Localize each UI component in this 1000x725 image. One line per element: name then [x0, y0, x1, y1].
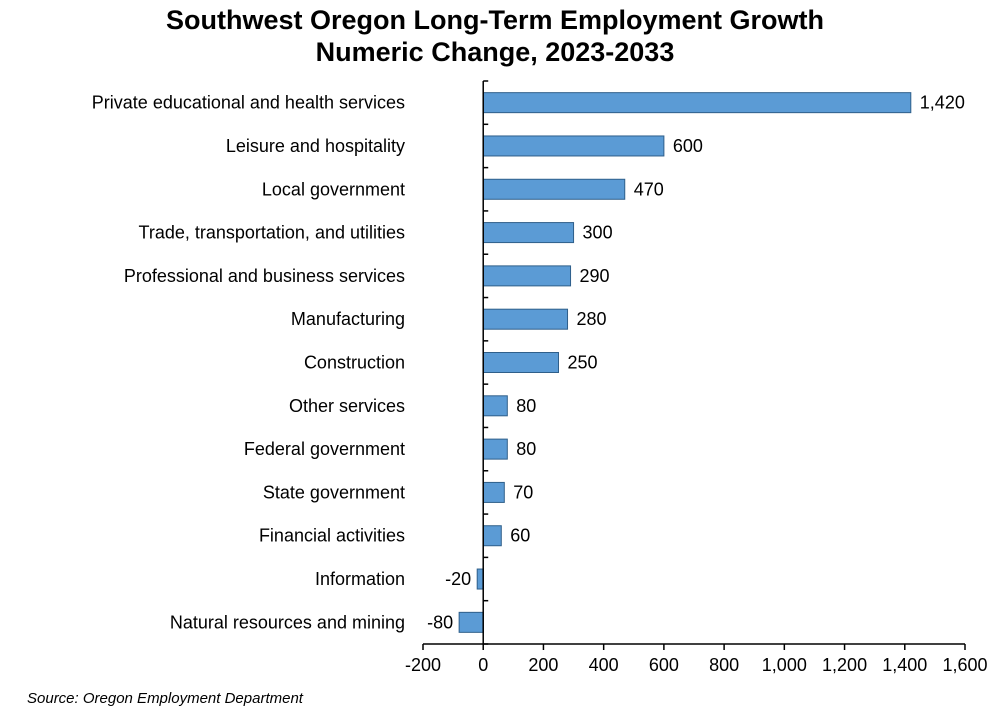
bar-2: [482, 135, 665, 157]
value-label: 80: [516, 439, 536, 459]
category-label: Professional and business services: [124, 266, 405, 286]
source-note: Source: Oregon Employment Department: [27, 690, 303, 707]
category-label: Natural resources and mining: [170, 612, 405, 632]
bar-11: [482, 525, 502, 547]
value-label: 1,420: [920, 93, 965, 113]
value-label: 290: [580, 266, 610, 286]
value-label: 70: [513, 482, 533, 502]
bar-1: [482, 92, 912, 114]
bar-9: [482, 438, 508, 460]
bar-10: [482, 481, 505, 503]
bar-12: [476, 568, 484, 590]
category-label: Leisure and hospitality: [226, 136, 405, 156]
x-tick-label: 200: [528, 655, 558, 675]
bar-8: [482, 395, 508, 417]
category-label: Financial activities: [259, 526, 405, 546]
category-label: Local government: [262, 179, 405, 199]
x-tick-label: 400: [589, 655, 619, 675]
bar-7: [482, 352, 560, 373]
category-label: Trade, transportation, and utilities: [139, 223, 405, 243]
chart-title-line-1: Southwest Oregon Long-Term Employment Gr…: [165, 5, 824, 35]
bar-4: [482, 222, 575, 244]
x-tick-label: 1,600: [942, 655, 987, 675]
chart-title-line-2: Numeric Change, 2023-2033: [315, 37, 675, 67]
value-label: -20: [445, 569, 471, 589]
x-tick-label: 0: [478, 655, 488, 675]
value-label: 470: [634, 179, 664, 199]
value-label: 280: [577, 309, 607, 329]
value-label: -80: [427, 612, 453, 632]
x-tick-label: 1,400: [882, 655, 927, 675]
value-label: 300: [583, 223, 613, 243]
value-label: 60: [510, 526, 530, 546]
bar-3: [482, 178, 626, 200]
value-label: 600: [673, 136, 703, 156]
category-label: Manufacturing: [291, 309, 405, 329]
value-label: 250: [568, 353, 598, 373]
x-tick-label: -200: [405, 655, 441, 675]
x-tick-label: 1,200: [822, 655, 867, 675]
category-label: Private educational and health services: [92, 93, 405, 113]
category-label: Other services: [289, 396, 405, 416]
value-label: 80: [516, 396, 536, 416]
category-label: Construction: [304, 353, 405, 373]
bar-5: [482, 265, 572, 287]
bar-13: [458, 611, 484, 633]
category-label: Information: [315, 569, 405, 589]
bar-6: [482, 308, 569, 330]
category-label: State government: [263, 482, 405, 502]
x-tick-label: 600: [649, 655, 679, 675]
x-tick-label: 800: [709, 655, 739, 675]
category-label: Federal government: [244, 439, 405, 459]
x-tick-label: 1,000: [762, 655, 807, 675]
